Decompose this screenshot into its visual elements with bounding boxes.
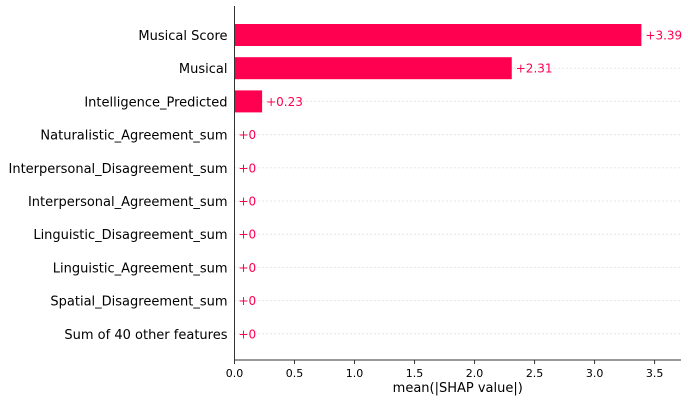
value-label: +0 <box>239 228 257 242</box>
feature-label: Sum of 40 other features <box>64 328 227 343</box>
axes <box>234 6 681 361</box>
feature-label: Linguistic_Agreement_sum <box>53 261 228 276</box>
feature-label: Intelligence_Predicted <box>84 95 227 110</box>
x-tick-label: 1.5 <box>406 367 424 380</box>
value-labels: +3.39 +2.31 +0.23 +0 +0 +0 +0 +0 +0 +0 <box>239 29 683 342</box>
feature-labels: Musical Score Musical Intelligence_Predict… <box>9 29 228 343</box>
bar <box>234 90 263 113</box>
value-label: +0.23 <box>266 95 303 109</box>
feature-label: Musical <box>179 62 228 77</box>
value-label: +2.31 <box>516 62 553 76</box>
x-tick-label: 2.5 <box>526 367 544 380</box>
bar <box>234 57 512 80</box>
value-label: +0 <box>239 261 257 275</box>
x-tick-label: 2.0 <box>466 367 484 380</box>
x-tick-label: 3.5 <box>646 367 664 380</box>
value-label: +0 <box>239 294 257 308</box>
x-tick-label: 0.0 <box>226 367 244 380</box>
grid-lines <box>234 34 681 335</box>
value-label: +3.39 <box>645 29 682 43</box>
feature-label: Naturalistic_Agreement_sum <box>40 129 227 144</box>
value-label: +0 <box>239 195 257 209</box>
feature-label: Spatial_Disagreement_sum <box>50 295 227 310</box>
value-label: +0 <box>239 161 257 175</box>
x-ticks: 0.0 0.5 1.0 1.5 2.0 2.5 3.0 3.5 <box>226 360 664 380</box>
feature-label: Interpersonal_Agreement_sum <box>28 195 228 210</box>
x-axis-title: mean(|SHAP value|) <box>393 381 523 396</box>
value-label: +0 <box>239 327 257 341</box>
feature-label: Linguistic_Disagreement_sum <box>33 228 227 243</box>
feature-label: Musical Score <box>138 29 227 44</box>
bars <box>234 24 642 113</box>
bar <box>234 24 642 46</box>
x-tick-label: 3.0 <box>586 367 604 380</box>
x-tick-label: 0.5 <box>286 367 304 380</box>
feature-label: Interpersonal_Disagreement_sum <box>9 162 228 177</box>
x-tick-label: 1.0 <box>346 367 364 380</box>
value-label: +0 <box>239 128 257 142</box>
